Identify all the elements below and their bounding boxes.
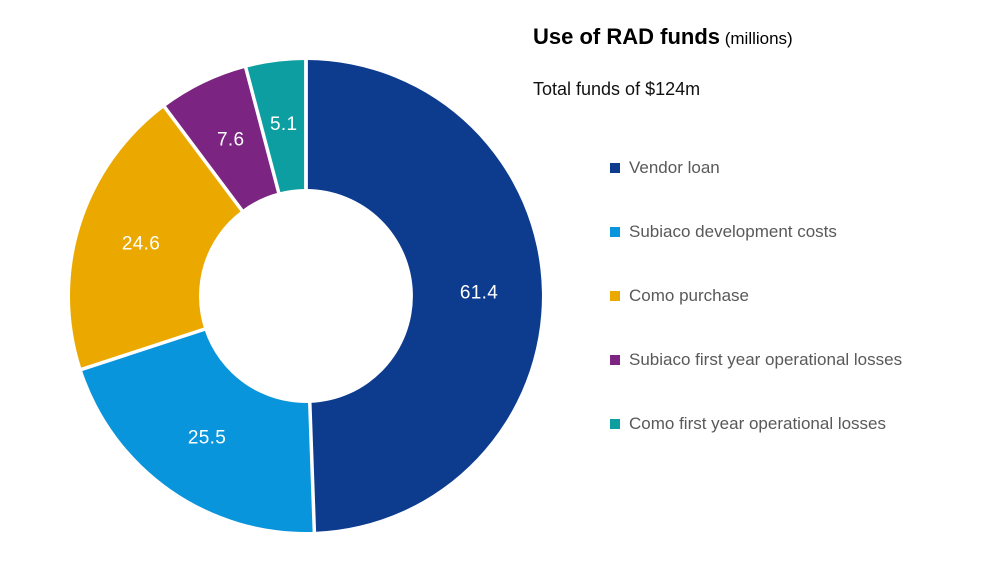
slice-data-label-0: 61.4 [460,282,498,303]
legend: Vendor loan Subiaco development costs Como… [610,157,902,477]
legend-item-2: Como purchase [610,285,902,307]
chart-title-main: Use of RAD funds [533,24,720,49]
slice-data-label-1: 25.5 [188,427,226,448]
pie-slice-0 [306,60,542,532]
legend-swatch-icon [610,227,620,237]
legend-item-3: Subiaco first year operational losses [610,349,902,371]
slice-data-label-2: 24.6 [122,233,160,254]
slice-gap-line [308,401,317,534]
slice-gap-line [162,104,244,213]
chart-title: Use of RAD funds (millions) [533,24,985,52]
legend-item-4: Como first year operational losses [610,413,902,435]
legend-swatch-icon [610,163,620,173]
slice-data-label-3: 7.6 [217,130,244,151]
legend-swatch-icon [610,355,620,365]
pie-slice-1 [81,329,315,532]
legend-label: Vendor loan [629,158,720,177]
legend-label: Subiaco first year operational losses [629,350,903,369]
slice-gap-line [79,327,206,372]
chart-subtitle: Total funds of $124m [533,79,701,99]
slice-gap-line [243,65,281,194]
legend-item-1: Subiaco development costs [610,221,902,243]
chart-header: Use of RAD funds (millions) Total funds … [533,24,985,100]
legend-swatch-icon [610,291,620,301]
pie-slice-4 [245,60,306,193]
legend-swatch-icon [610,419,620,429]
slice-data-label-4: 5.1 [270,114,297,135]
chart-title-suffix: (millions) [720,29,793,48]
pie-slice-3 [164,67,279,211]
legend-label: Como first year operational losses [629,414,887,433]
legend-label: Subiaco development costs [629,222,837,241]
legend-item-0: Vendor loan [610,157,902,179]
pie-slice-2 [70,107,242,370]
legend-label: Como purchase [629,286,750,305]
donut-chart: 61.4 25.5 24.6 7.6 5.1 [70,58,542,534]
